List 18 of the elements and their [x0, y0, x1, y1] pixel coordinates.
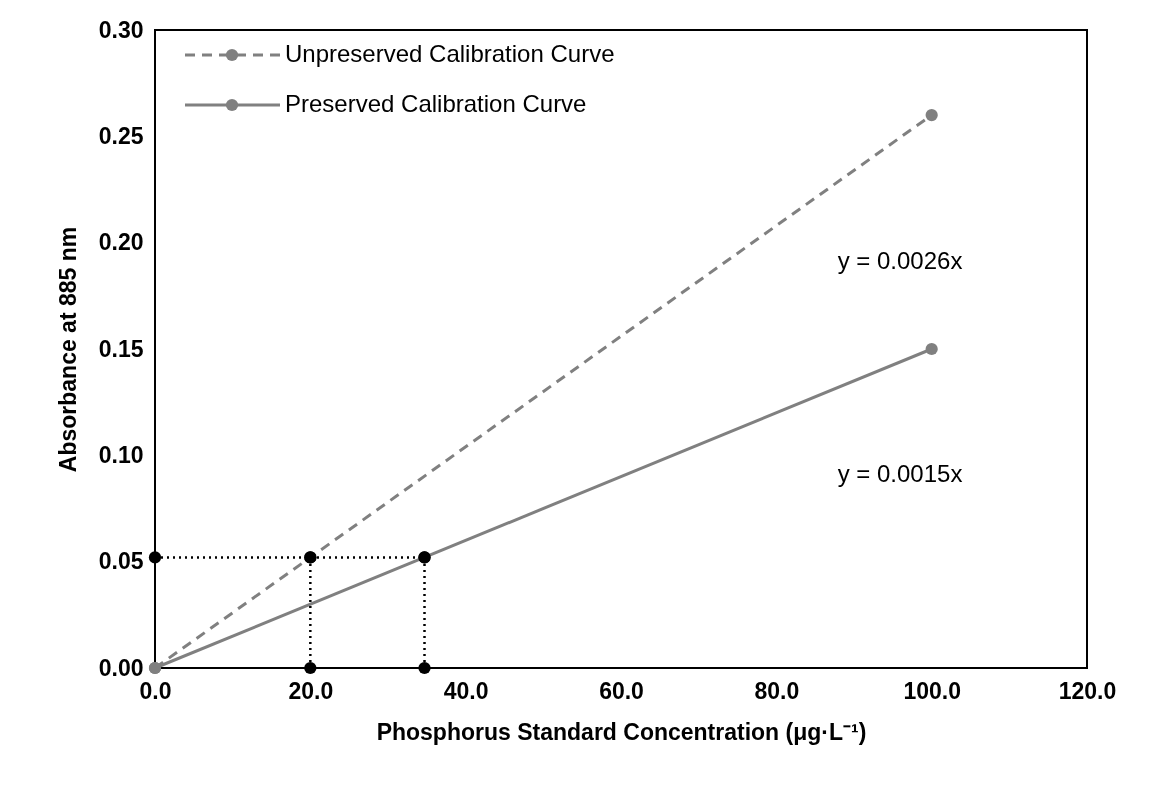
- y-tick-label: 0.20: [98, 229, 144, 256]
- legend-label: Unpreserved Calibration Curve: [285, 40, 615, 67]
- x-axis-title: Phosphorus Standard Concentration (μg·L⁻¹): [376, 718, 867, 745]
- y-axis-title: Absorbance at 885 nm: [54, 226, 81, 473]
- x-tick-label: 60.0: [599, 677, 644, 704]
- x-tick-label: 20.0: [288, 677, 334, 704]
- y-tick-label: 0.25: [98, 122, 144, 149]
- annotation: y = 0.0026x: [837, 247, 963, 274]
- x-tick-label: 100.0: [903, 677, 961, 704]
- x-tick-label: 80.0: [754, 677, 800, 704]
- y-tick-label: 0.05: [98, 548, 144, 575]
- annotation: y = 0.0015x: [837, 460, 963, 487]
- y-tick-label: 0.10: [98, 441, 144, 468]
- y-tick-label: 0.30: [98, 16, 144, 43]
- x-tick-label: 120.0: [1058, 677, 1117, 704]
- x-tick-label: 40.0: [443, 677, 489, 704]
- legend-label: Preserved Calibration Curve: [285, 90, 587, 117]
- y-tick-label: 0.15: [98, 335, 144, 362]
